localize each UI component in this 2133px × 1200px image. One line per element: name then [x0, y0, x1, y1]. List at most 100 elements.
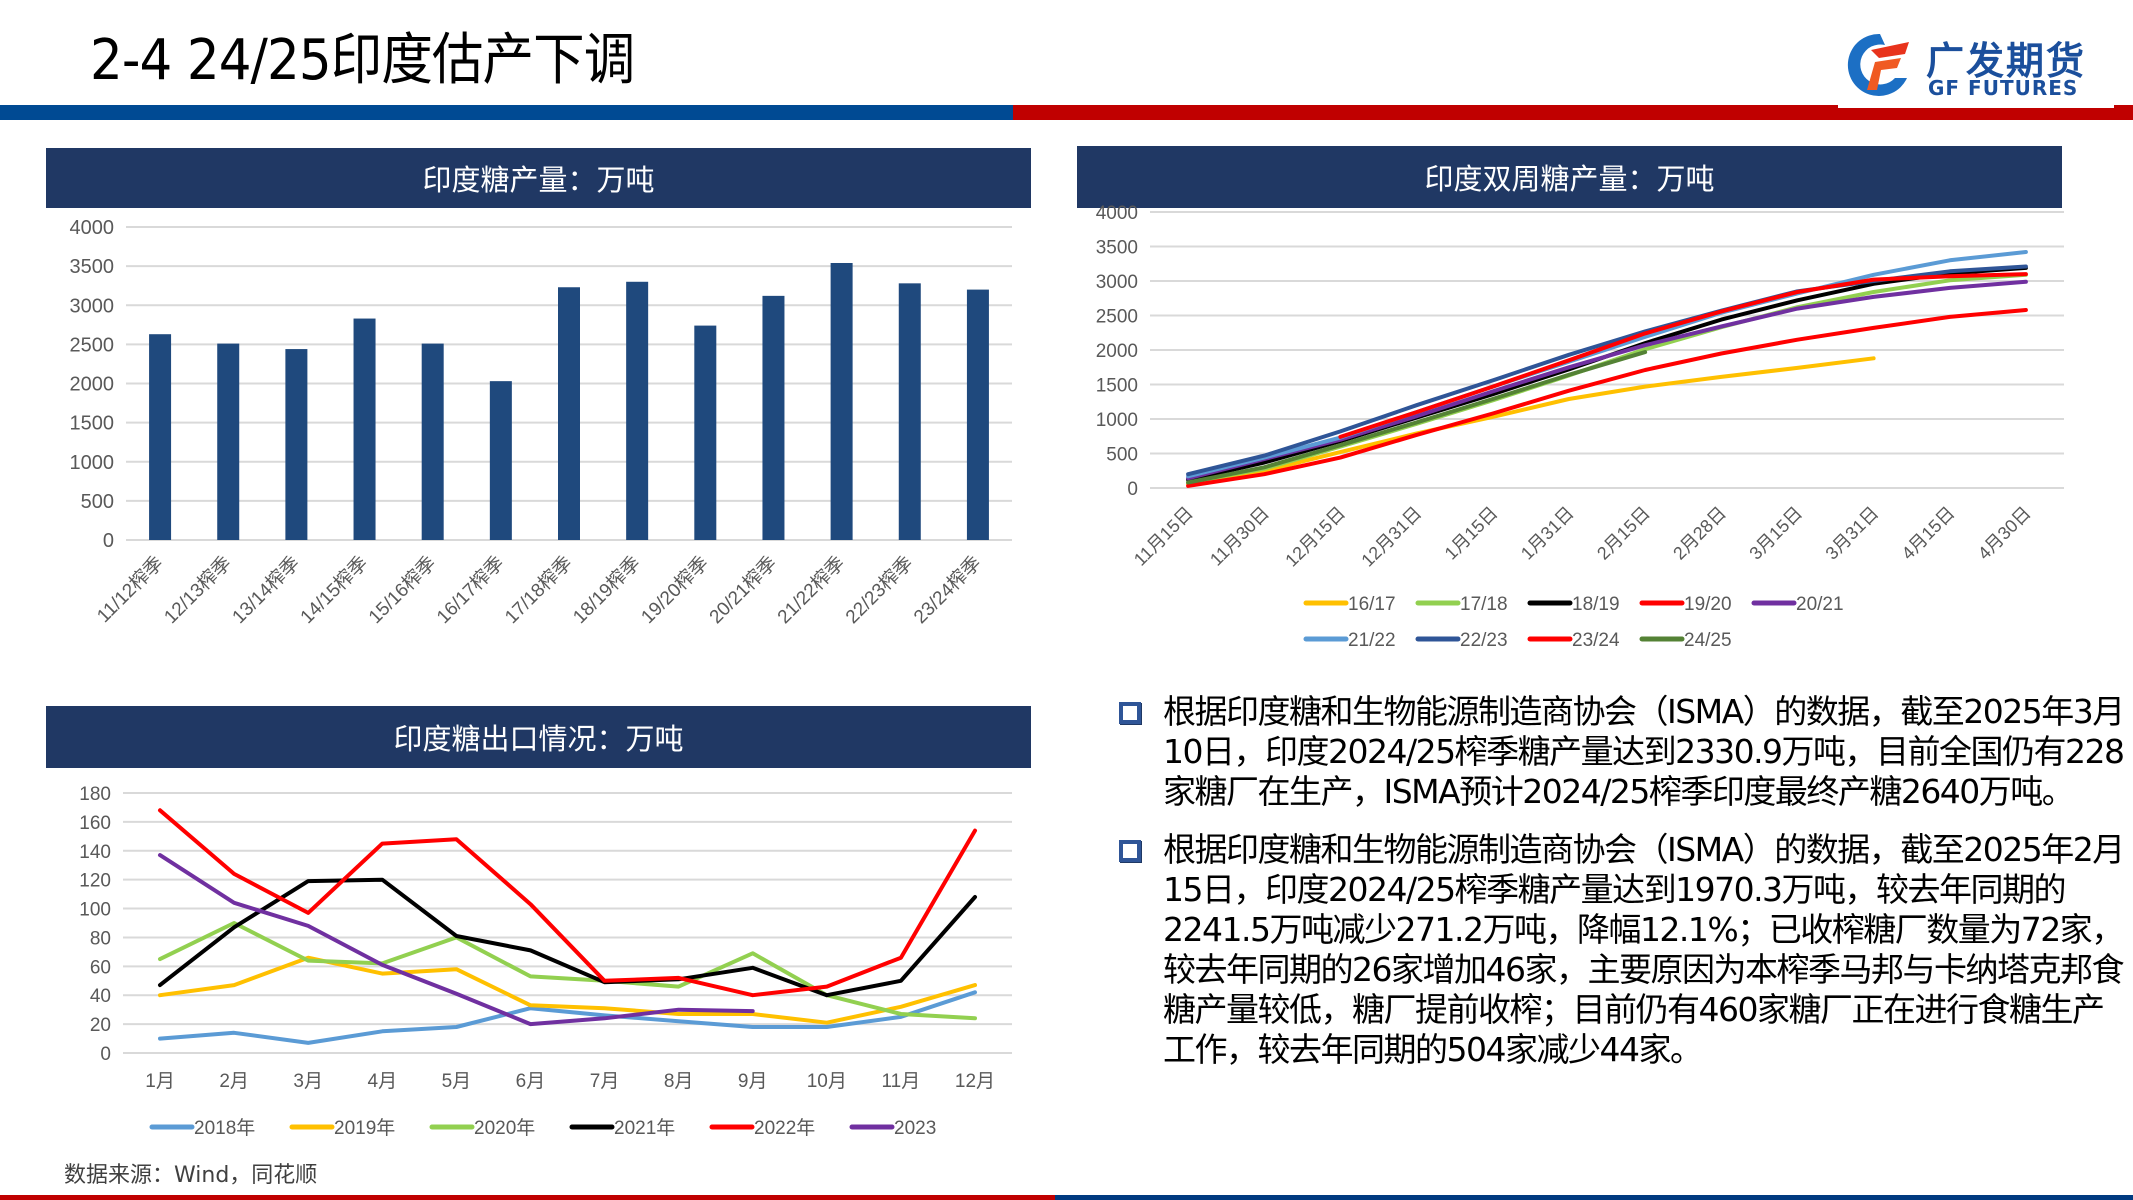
x-tick-label: 1月15日 — [1441, 503, 1502, 564]
series-line — [1186, 250, 2028, 479]
square-bullet-icon — [1119, 702, 1141, 724]
bar — [762, 295, 785, 540]
series-line — [158, 808, 977, 998]
x-tick-label: 12月 — [955, 1071, 995, 1092]
y-tick-label: 1500 — [1096, 376, 1138, 397]
x-tick-label: 21/22榨季 — [773, 552, 849, 628]
x-tick-label: 7月 — [590, 1071, 620, 1092]
y-tick-label: 1000 — [70, 452, 115, 474]
bar — [966, 289, 989, 540]
y-tick-label: 40 — [90, 986, 111, 1007]
logo-text-cn: 广发期货 — [1926, 39, 2087, 83]
x-tick-label: 2月15日 — [1593, 503, 1654, 564]
x-tick-label: 3月31日 — [1822, 503, 1883, 564]
y-tick-label: 160 — [79, 813, 111, 834]
y-tick-label: 2000 — [1096, 341, 1138, 362]
x-tick-label: 1月 — [145, 1071, 175, 1092]
x-tick-label: 3月 — [293, 1071, 323, 1092]
bar — [694, 325, 717, 540]
x-tick-label: 1月31日 — [1517, 503, 1578, 564]
x-tick-label: 4月 — [368, 1071, 398, 1092]
x-tick-label: 15/16榨季 — [364, 552, 440, 628]
footer-bar-blue — [1055, 1195, 2133, 1200]
page-title: 2-4 24/25印度估产下调 — [90, 28, 635, 93]
x-tick-label: 18/19榨季 — [569, 552, 645, 628]
y-tick-label: 3500 — [1096, 238, 1138, 259]
bullet-text: 根据印度糖和生物能源制造商协会（ISMA）的数据，截至2025年3月10日，印度… — [1163, 692, 2125, 811]
y-tick-label: 4000 — [1096, 203, 1138, 224]
x-tick-label: 4月15日 — [1898, 503, 1959, 564]
commentary: 根据印度糖和生物能源制造商协会（ISMA）的数据，截至2025年3月10日，印度… — [1115, 692, 2125, 1088]
line-chart-biweekly: 0 500 1000 1500 2000 2500 3000 3500 4000 11月15日 11… — [1096, 203, 2064, 651]
legend-label: 20/21 — [1796, 594, 1844, 615]
legend-label: 21/22 — [1348, 630, 1396, 651]
y-tick-label: 500 — [81, 491, 114, 513]
series-line — [158, 955, 977, 1025]
x-tick-label: 12/13榨季 — [160, 552, 236, 628]
bullet-item: 根据印度糖和生物能源制造商协会（ISMA）的数据，截至2025年3月10日，印度… — [1115, 692, 2125, 812]
series-line — [1186, 356, 1876, 486]
x-tick-label: 2月 — [219, 1071, 249, 1092]
header-bar-blue — [0, 105, 1013, 120]
y-tick-label: 120 — [79, 871, 111, 892]
y-tick-label: 80 — [90, 928, 111, 949]
y-tick-label: 20 — [90, 1015, 111, 1036]
x-tick-label: 5月 — [442, 1071, 472, 1092]
legend-label: 2021年 — [614, 1117, 675, 1139]
legend-label: 22/23 — [1460, 630, 1508, 651]
y-tick-label: 0 — [103, 530, 114, 552]
series-line — [158, 877, 977, 998]
y-tick-label: 1500 — [70, 413, 115, 435]
series-line — [1186, 308, 2028, 488]
series-line — [158, 853, 755, 1027]
x-tick-label: 6月 — [516, 1071, 546, 1092]
series-line — [1338, 272, 2028, 439]
x-tick-label: 11月15日 — [1130, 503, 1197, 570]
series-line — [158, 990, 977, 1045]
y-tick-label: 1000 — [1096, 410, 1138, 431]
legend-label: 24/25 — [1684, 630, 1732, 651]
x-tick-label: 12月31日 — [1357, 503, 1425, 571]
x-tick-label: 10月 — [807, 1071, 847, 1092]
legend-label: 2020年 — [474, 1117, 535, 1139]
x-tick-label: 12月15日 — [1281, 503, 1349, 571]
legend-label: 2018年 — [194, 1117, 255, 1139]
y-tick-label: 2000 — [70, 374, 115, 396]
legend-label: 16/17 — [1348, 594, 1396, 615]
x-tick-label: 11/12榨季 — [93, 552, 168, 627]
bullet-text: 根据印度糖和生物能源制造商协会（ISMA）的数据，截至2025年2月15日，印度… — [1163, 830, 2125, 1069]
bar — [489, 381, 512, 540]
line-chart-exports: 0 20 40 60 80 100 120 140 160 180 1月 2月 3月 4月 5月 6月 7月 8月… — [79, 784, 1012, 1139]
bar — [898, 283, 921, 540]
x-tick-label: 17/18榨季 — [500, 552, 576, 628]
legend-label: 17/18 — [1460, 594, 1508, 615]
chart-title-production: 印度糖产量：万吨 — [46, 148, 1031, 208]
y-tick-label: 0 — [1127, 479, 1138, 500]
y-tick-label: 0 — [100, 1044, 111, 1065]
x-tick-label: 4月30日 — [1974, 503, 2035, 564]
y-tick-label: 3000 — [70, 295, 115, 317]
bar-chart-production: 0500100015002000250030003500400011/12榨季1… — [70, 217, 1012, 628]
legend-label: 23/24 — [1572, 630, 1620, 651]
header-bar-red — [1013, 105, 2133, 120]
y-tick-label: 100 — [79, 900, 111, 921]
bar — [353, 318, 376, 540]
gf-logo-icon — [1847, 33, 1909, 96]
series-line — [1186, 350, 1648, 485]
x-tick-label: 3月15日 — [1745, 503, 1806, 564]
square-bullet-icon — [1119, 840, 1141, 862]
legend-label: 2023 — [894, 1118, 936, 1139]
bar — [558, 287, 580, 540]
x-tick-label: 11月 — [882, 1071, 921, 1092]
y-tick-label: 60 — [90, 957, 111, 978]
x-tick-label: 19/20榨季 — [637, 552, 713, 628]
y-tick-label: 140 — [79, 842, 111, 863]
series-line — [158, 921, 977, 1021]
bar — [830, 262, 853, 540]
x-tick-label: 11月30日 — [1206, 503, 1273, 570]
bar — [421, 343, 444, 540]
legend-label: 2022年 — [754, 1117, 815, 1139]
y-tick-label: 4000 — [70, 217, 115, 239]
x-tick-label: 23/24榨季 — [909, 552, 985, 628]
y-tick-label: 2500 — [1096, 307, 1138, 328]
